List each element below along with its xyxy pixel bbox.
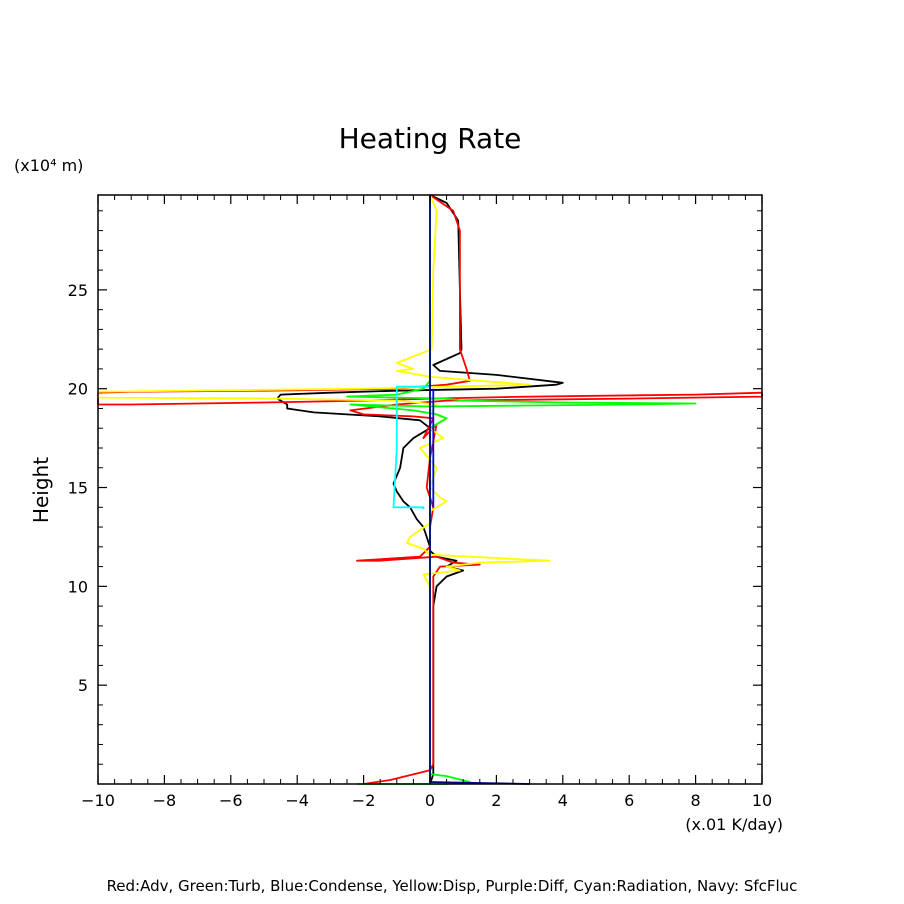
x-tick-label: 6 [624,791,634,810]
x-tick-label: −2 [352,791,376,810]
y-tick-label: 15 [68,479,88,498]
x-tick-label: 2 [491,791,501,810]
y-tick-label: 10 [68,577,88,596]
chart-title: Heating Rate [339,122,522,155]
series-line-0 [276,194,564,785]
x-tick-label: −10 [81,791,115,810]
x-tick-label: −4 [285,791,309,810]
x-tick-label: −8 [153,791,177,810]
x-tick-label: 4 [558,791,568,810]
y-axis-label: Height [29,457,53,523]
y-tick-label: 20 [68,380,88,399]
plot-frame [97,194,763,785]
ticks-layer: −10 −8 −6 −4 −2 0 2 4 6 8 10 5 10 15 20 25 [68,195,772,810]
x-axis-label: (x.01 K/day) [685,815,783,834]
series-line-4 [392,385,430,510]
legend-text: Red:Adv, Green:Turb, Blue:Condense, Yell… [107,877,798,895]
y-tick-label: 25 [68,281,88,300]
x-tick-label: 8 [691,791,701,810]
y-tick-label: 5 [78,676,88,695]
x-tick-label: 10 [752,791,772,810]
series-layer [97,194,763,785]
y-unit-label: (x10⁴ m) [14,156,83,175]
series-line-3 [346,195,697,785]
x-tick-label: −6 [219,791,243,810]
series-line-2 [97,194,551,784]
x-tick-label: 0 [425,791,435,810]
